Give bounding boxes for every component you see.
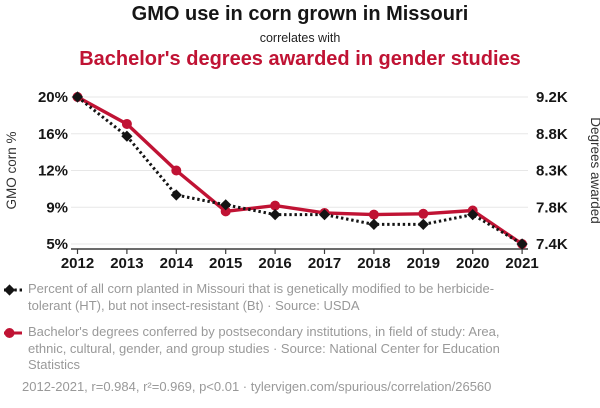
svg-text:16%: 16%	[38, 126, 68, 143]
diamond-marker-icon	[3, 284, 22, 296]
svg-text:2018: 2018	[357, 255, 390, 272]
stats-and-source-url: 2012-2021, r=0.984, r²=0.969, p<0.01 · t…	[22, 379, 492, 394]
svg-text:8.3K: 8.3K	[536, 163, 568, 180]
correlates-with-label: correlates with	[259, 31, 341, 45]
svg-text:Degrees awarded: Degrees awarded	[588, 117, 600, 224]
svg-text:2020: 2020	[456, 255, 489, 272]
chart-legend: Percent of all corn planted in Missouri …	[3, 281, 597, 384]
svg-text:9.2K: 9.2K	[536, 89, 568, 106]
svg-text:8.8K: 8.8K	[536, 126, 568, 143]
svg-text:7.8K: 7.8K	[536, 199, 568, 216]
page-title: GMO use in corn grown in Missouri	[131, 3, 469, 25]
svg-text:12%: 12%	[38, 163, 68, 180]
svg-text:20%: 20%	[38, 89, 68, 106]
svg-text:7.4K: 7.4K	[536, 236, 568, 253]
svg-text:2017: 2017	[308, 255, 341, 272]
svg-text:9%: 9%	[46, 199, 68, 216]
svg-text:2013: 2013	[110, 255, 143, 272]
red-subtitle: Bachelor's degrees awarded in gender stu…	[79, 48, 521, 70]
svg-text:2015: 2015	[209, 255, 242, 272]
circle-marker-icon	[4, 328, 22, 338]
legend-entry-degrees: Bachelor's degrees conferred by postseco…	[3, 324, 597, 374]
svg-text:5%: 5%	[46, 236, 68, 253]
legend-label-degrees: Bachelor's degrees conferred by postseco…	[28, 324, 500, 372]
svg-text:2016: 2016	[258, 255, 291, 272]
svg-text:GMO corn %: GMO corn %	[4, 131, 19, 209]
legend-label-gmo-corn: Percent of all corn planted in Missouri …	[28, 281, 495, 313]
svg-text:2014: 2014	[160, 255, 194, 272]
svg-text:2021: 2021	[505, 255, 538, 272]
legend-entry-gmo-corn: Percent of all corn planted in Missouri …	[3, 281, 597, 314]
svg-text:2012: 2012	[61, 255, 94, 272]
svg-text:2019: 2019	[407, 255, 440, 272]
correlation-chart: 20% 9.2K 16% 8.8K 12% 8.3K 9% 7.8K 5% 7.4K 2012 201…	[4, 89, 600, 272]
